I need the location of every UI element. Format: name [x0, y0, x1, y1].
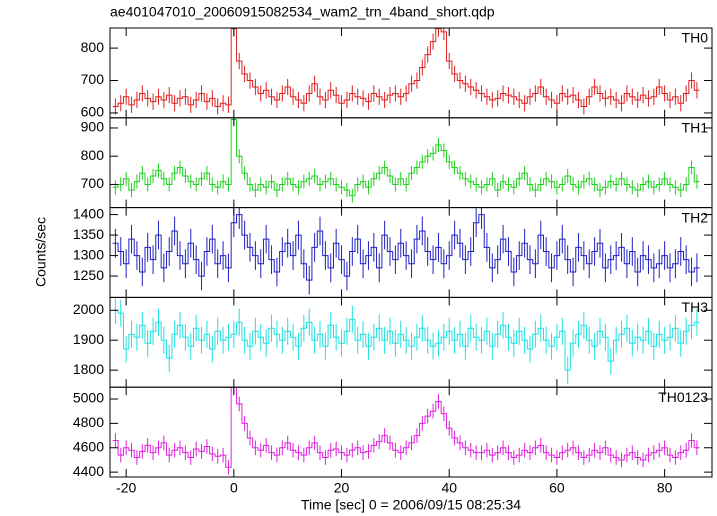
- panel: [112, 117, 700, 203]
- panel-label: TH2: [682, 209, 709, 225]
- panel-label: TH0123: [658, 389, 708, 405]
- y-tick-label: 1400: [73, 205, 104, 221]
- panel-frame: [109, 117, 713, 209]
- y-tick-label: 700: [81, 71, 105, 87]
- y-tick-label: 4400: [73, 463, 104, 479]
- panel: [112, 387, 700, 475]
- y-tick-label: 700: [81, 175, 105, 191]
- panel: [112, 28, 700, 115]
- y-tick-label: 1900: [73, 331, 104, 347]
- panel-frame: [109, 386, 713, 478]
- x-tick-label: 60: [549, 480, 565, 496]
- panel-label: TH0: [682, 30, 709, 46]
- y-tick-label: 2000: [73, 301, 104, 317]
- y-axis-label: Counts/sec: [33, 217, 49, 287]
- y-tick-label: 1350: [73, 226, 104, 242]
- y-tick-label: 4600: [73, 438, 104, 454]
- y-tick-label: 900: [81, 119, 105, 135]
- y-tick-label: 800: [81, 39, 105, 55]
- y-tick-label: 600: [81, 104, 105, 120]
- y-tick-label: 800: [81, 147, 105, 163]
- x-tick-label: 0: [230, 480, 238, 496]
- x-tick-label: 20: [334, 480, 350, 496]
- step-line: [112, 387, 700, 468]
- y-tick-label: 1300: [73, 246, 104, 262]
- panel-label: TH1: [682, 120, 709, 136]
- y-tick-label: 1800: [73, 361, 104, 377]
- y-tick-label: 5000: [73, 390, 104, 406]
- x-tick-label: 80: [657, 480, 673, 496]
- x-tick-label: 40: [441, 480, 457, 496]
- x-axis-label: Time [sec] 0 = 2006/09/15 08:25:34: [301, 497, 521, 513]
- panel-label: TH3: [682, 299, 709, 315]
- y-tick-label: 4800: [73, 414, 104, 430]
- y-tick-label: 1250: [73, 267, 104, 283]
- chart-title: ae401047010_20060915082534_wam2_trn_4ban…: [110, 4, 495, 20]
- x-tick-label: -20: [116, 480, 136, 496]
- panel: [112, 297, 700, 384]
- panel: [112, 207, 700, 295]
